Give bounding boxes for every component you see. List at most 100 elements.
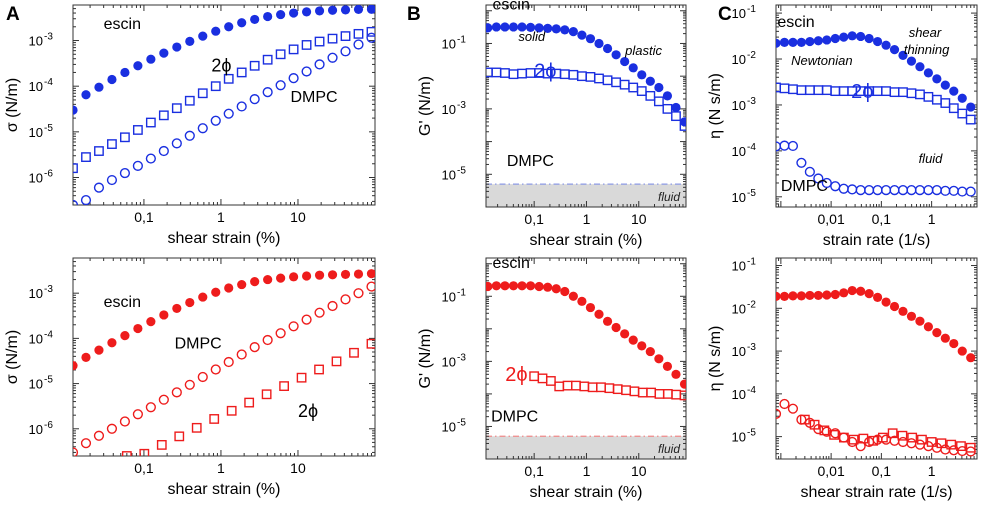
markers-group (486, 22, 686, 131)
data-point-dmpc (880, 184, 892, 196)
data-point-escin (276, 273, 286, 283)
data-point-escin (906, 311, 917, 321)
data-point-escin (662, 91, 673, 101)
y-tick-label: 10 (442, 167, 456, 182)
data-point-dmpc (106, 174, 118, 186)
data-point-escin (486, 281, 493, 292)
x-tick-label: 0,1 (872, 211, 892, 227)
annotation-label: DMPC (291, 89, 338, 106)
data-point-escin (628, 63, 638, 73)
data-point-escin (517, 22, 527, 32)
fluid-region (486, 184, 686, 207)
data-point-escin (898, 306, 908, 316)
data-point-escin (107, 74, 117, 85)
data-point-escin (839, 288, 849, 298)
data-point-escin (107, 338, 117, 348)
data-point-2 (679, 121, 686, 131)
y-tick-label: 10 (732, 98, 746, 113)
data-point-escin (525, 281, 536, 291)
data-point-2 (517, 68, 527, 79)
data-point-escin (594, 309, 604, 319)
data-point-escin (500, 281, 510, 291)
fluid-region (486, 436, 686, 459)
data-point-2 (931, 94, 942, 105)
data-point-escin (620, 56, 630, 67)
x-tick-label: 1 (217, 460, 225, 476)
data-point-escin (353, 269, 364, 279)
markers-group (486, 281, 686, 401)
y-tick-exponent: -6 (44, 420, 53, 431)
data-point-escin (81, 352, 91, 362)
y-tick-label: 10 (732, 344, 746, 359)
markers-group (73, 269, 375, 456)
data-point-2 (830, 86, 841, 97)
data-point-2 (611, 77, 622, 88)
data-point-2 (948, 103, 959, 114)
data-point-escin (889, 45, 900, 55)
data-point-escin (289, 8, 299, 18)
data-point-escin (788, 291, 798, 301)
x-tick-label: 0,01 (817, 211, 844, 227)
data-point-dmpc-circles (787, 403, 799, 414)
data-point-escin (500, 22, 510, 32)
y-tick-exponent: -5 (457, 417, 466, 428)
data-point-2 (139, 448, 150, 456)
data-point-dmpc (940, 185, 951, 196)
data-point-dmpc (93, 182, 105, 193)
y-tick-label: 10 (732, 144, 746, 159)
data-point-2 (296, 372, 307, 383)
data-point-escin (805, 36, 815, 47)
data-point-dmpc (889, 184, 900, 196)
data-point-escin (198, 31, 208, 41)
data-point-escin (120, 331, 130, 341)
data-point-dmpc (132, 160, 143, 171)
data-point-escin (133, 61, 143, 71)
annotation-label: escin (493, 0, 530, 13)
data-point-dmpc (353, 39, 364, 50)
plot-frame (775, 4, 978, 208)
data-point-escin (534, 23, 544, 33)
data-point-dmpc-squares (897, 430, 908, 441)
data-point-escin (198, 292, 208, 302)
data-point-escin (146, 54, 156, 64)
data-point-escin (289, 272, 299, 282)
data-point-2 (646, 387, 657, 398)
y-tick-label: 10 (442, 36, 456, 51)
data-point-2 (132, 125, 143, 135)
y-axis-label: G' (N/m) (417, 76, 434, 136)
data-point-2 (604, 383, 615, 394)
panel-label-b: B (407, 4, 421, 25)
data-point-2 (621, 385, 631, 396)
annotation-label: DMPC (781, 178, 828, 195)
data-point-2 (559, 69, 570, 80)
data-point-dmpc-squares (965, 442, 976, 453)
data-point-dmpc (923, 184, 934, 196)
data-point-2 (788, 84, 798, 95)
data-point-escin (779, 37, 790, 48)
data-point-dmpc (957, 186, 968, 197)
y-tick-label: 10 (442, 289, 456, 304)
data-point-escin (551, 284, 561, 294)
y-tick-label: 10 (29, 422, 43, 437)
data-point-2 (628, 82, 639, 93)
data-point-2 (275, 49, 286, 60)
data-point-2 (331, 356, 342, 367)
data-point-dmpc-squares (868, 435, 879, 446)
data-point-escin (654, 354, 664, 364)
y-tick-label: 10 (29, 377, 43, 392)
data-point-escin (788, 37, 798, 48)
x-axis-label: shear strain (%) (168, 230, 281, 247)
data-point-dmpc (965, 186, 976, 197)
x-tick-label: 1 (217, 209, 225, 225)
data-point-2 (612, 384, 623, 395)
data-point-escin (508, 281, 519, 291)
data-point-2 (261, 389, 272, 400)
data-point-dmpc-squares (917, 434, 927, 445)
data-point-dmpc (787, 140, 799, 152)
data-point-escin (602, 43, 613, 54)
annotation-label: 2ϕ (298, 401, 318, 421)
data-point-2 (629, 386, 640, 397)
data-point-dmpc (197, 371, 208, 383)
